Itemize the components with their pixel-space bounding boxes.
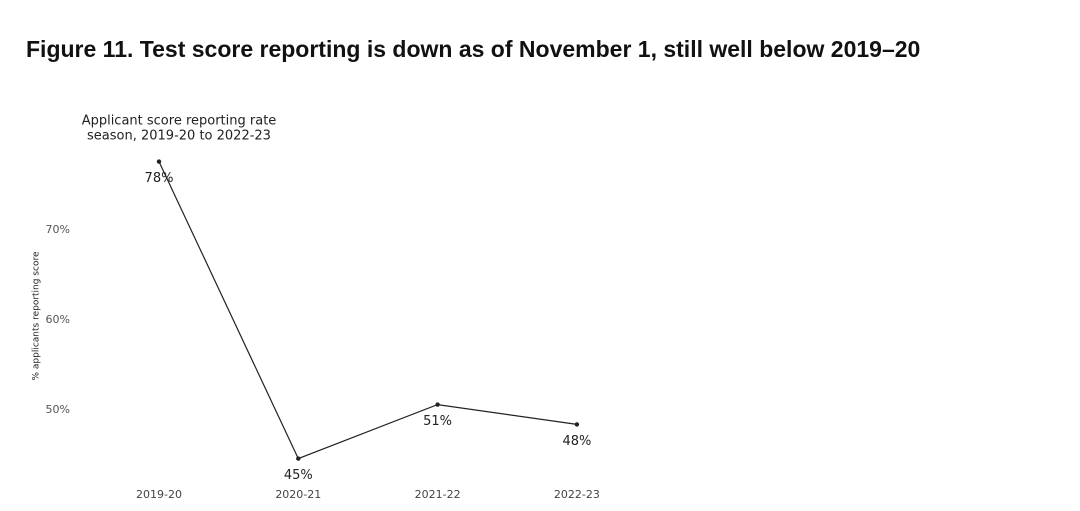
figure-heading: Figure 11. Test score reporting is down …	[26, 36, 921, 62]
value-label: 78%	[145, 171, 174, 186]
x-tick-label: 2020-21	[275, 488, 321, 501]
value-label: 48%	[562, 434, 591, 449]
point	[435, 402, 440, 407]
x-tick-label: 2019-20	[136, 488, 182, 501]
point	[156, 159, 162, 164]
y-tick-label: 70%	[46, 223, 70, 236]
point	[296, 456, 301, 461]
y-tick-label: 60%	[46, 313, 70, 326]
value-label: 51%	[423, 414, 452, 429]
chart-title: season, 2019-20 to 2022-23	[87, 129, 271, 144]
y-axis-label: % applicants reporting score	[32, 251, 42, 381]
value-label: 45%	[284, 468, 313, 483]
x-tick-label: 2021-22	[415, 488, 461, 501]
chart-title: Applicant score reporting rate	[82, 114, 277, 129]
y-tick-label: 50%	[46, 403, 70, 416]
point	[574, 422, 580, 427]
line	[158, 161, 577, 460]
x-tick-label: 2022-23	[554, 488, 600, 501]
